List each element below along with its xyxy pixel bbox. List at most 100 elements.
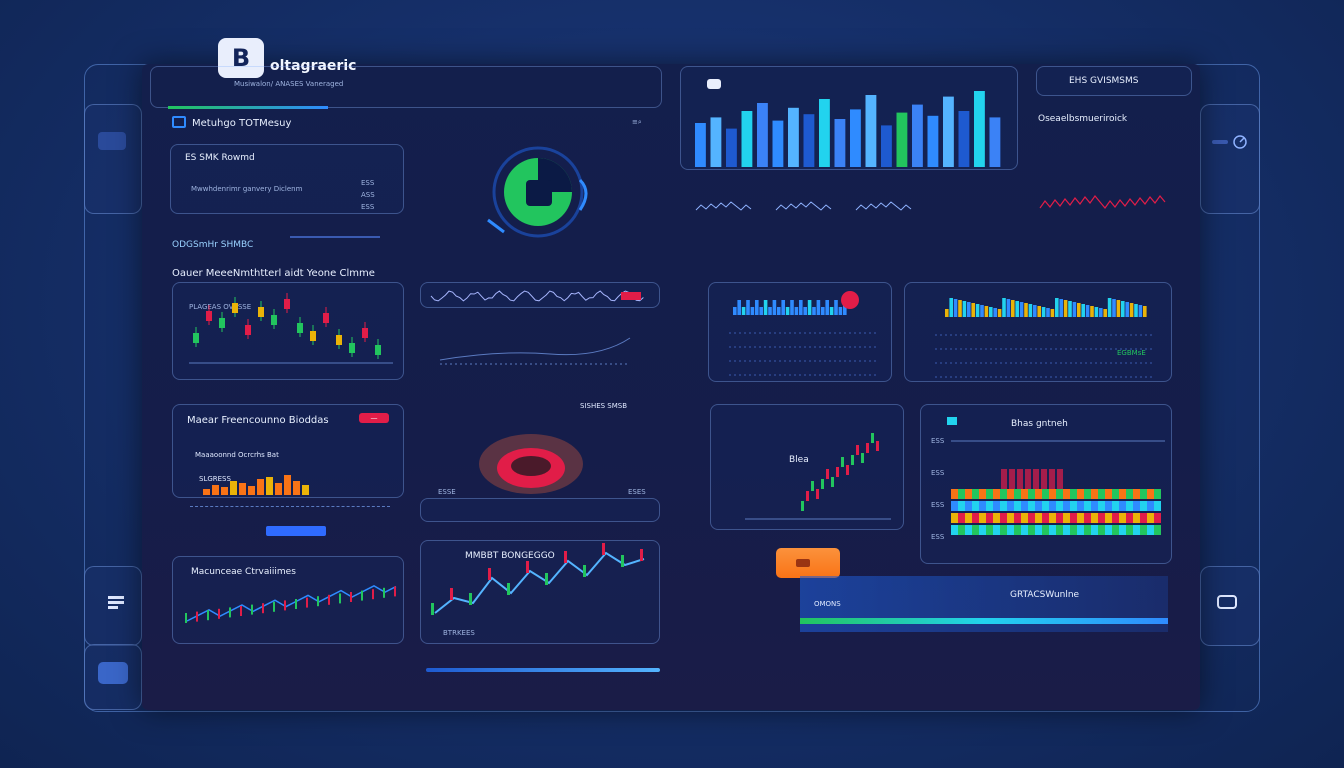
bar-16 bbox=[943, 96, 954, 167]
rp4-cell-3-2 bbox=[965, 525, 972, 535]
rp4-cell-3-11 bbox=[1028, 525, 1035, 535]
rp3-candle-0 bbox=[801, 501, 804, 511]
rp2-bar-41 bbox=[1125, 302, 1129, 317]
rp4-cell-3-14 bbox=[1049, 525, 1056, 535]
header-menu-icon[interactable]: ≡⌕ bbox=[632, 118, 642, 126]
bottom-band-line bbox=[800, 618, 1168, 624]
rp4-cell-0-15 bbox=[1056, 489, 1063, 499]
card2-bar-2 bbox=[221, 487, 228, 495]
rp2-bar-25 bbox=[1055, 298, 1059, 317]
rp4-cell-3-28 bbox=[1147, 525, 1154, 535]
rp1-bar-19 bbox=[816, 300, 821, 315]
point-10 bbox=[621, 555, 624, 567]
rp4-cell-0-13 bbox=[1042, 489, 1049, 499]
card2-subtitle: Maaaoonnd Ocrcrhs Bat bbox=[195, 451, 279, 459]
rp4-cell-1-1 bbox=[958, 501, 965, 511]
card3-tick-3 bbox=[218, 608, 220, 619]
rp4-cell-1-18 bbox=[1077, 501, 1084, 511]
rp4-cell-1-9 bbox=[1014, 501, 1021, 511]
orange-button[interactable] bbox=[776, 548, 840, 578]
candle-11 bbox=[336, 335, 342, 345]
card2-bar-11 bbox=[302, 485, 309, 495]
card3-tick-5 bbox=[240, 606, 242, 616]
rp4-cell-1-16 bbox=[1063, 501, 1070, 511]
panel3-title: Bhas gntneh bbox=[1011, 419, 1068, 429]
gauge-icon[interactable] bbox=[1212, 134, 1248, 150]
rp1-bar-2 bbox=[741, 307, 746, 315]
rp4-cell-2-24 bbox=[1119, 513, 1126, 523]
card2-bar-4 bbox=[239, 483, 246, 495]
card1-title: ES SMK Rowmd bbox=[185, 153, 255, 163]
rp4-cell-0-26 bbox=[1133, 489, 1140, 499]
card3-tick-9 bbox=[284, 600, 286, 611]
bar-4 bbox=[757, 103, 768, 167]
header-bar bbox=[150, 66, 662, 108]
center-curve bbox=[439, 330, 631, 366]
rp4-cell-1-0 bbox=[951, 501, 958, 511]
rp1-bar-13 bbox=[790, 300, 794, 315]
keyboard-icon[interactable] bbox=[98, 662, 128, 684]
app-subtitle: Musiwalon/ ANASES Vaneraged bbox=[234, 80, 344, 88]
rp2-bar-39 bbox=[1116, 300, 1121, 317]
rp2-bar-38 bbox=[1112, 299, 1116, 317]
rp4-cell-0-8 bbox=[1007, 489, 1014, 499]
right-panel-1 bbox=[708, 282, 892, 382]
rp4-spike-0 bbox=[1001, 469, 1007, 489]
rp4-cell-0-25 bbox=[1126, 489, 1133, 499]
rp4-cell-3-29 bbox=[1154, 525, 1161, 535]
card2-badge[interactable]: — bbox=[359, 413, 389, 423]
app-logo[interactable]: B bbox=[218, 38, 264, 78]
donut-gauge[interactable] bbox=[468, 140, 618, 244]
rp3-candle-13 bbox=[866, 443, 869, 453]
rp4-cell-3-7 bbox=[1000, 525, 1007, 535]
waveform-bar[interactable] bbox=[420, 282, 660, 308]
menu-icon[interactable] bbox=[106, 594, 126, 610]
rp4-cell-0-22 bbox=[1105, 489, 1112, 499]
divider-1 bbox=[190, 506, 390, 510]
rp4-cell-1-3 bbox=[972, 501, 979, 511]
center-small-2: ESES bbox=[628, 488, 646, 496]
candle-0 bbox=[193, 333, 199, 343]
panel4-tick-3: ESS bbox=[931, 501, 945, 509]
rp4-cell-2-3 bbox=[972, 513, 979, 523]
rp4-cell-2-23 bbox=[1112, 513, 1119, 523]
center-line-chart bbox=[431, 543, 645, 615]
rp3-candle-6 bbox=[831, 477, 834, 487]
rp1-bar-23 bbox=[834, 300, 838, 315]
rp1-bar-22 bbox=[829, 307, 834, 315]
monitor-icon[interactable] bbox=[98, 132, 126, 150]
rp4-cell-1-6 bbox=[993, 501, 1000, 511]
rp4-cell-1-7 bbox=[1000, 501, 1007, 511]
point-5 bbox=[526, 561, 529, 573]
rp4-spike-6 bbox=[1049, 469, 1055, 489]
rp4-cell-1-17 bbox=[1070, 501, 1077, 511]
rp4-cell-1-13 bbox=[1042, 501, 1049, 511]
card3-line-chart bbox=[185, 584, 397, 623]
point-1 bbox=[450, 588, 453, 600]
rp2-bar-3 bbox=[958, 300, 962, 317]
rp4-cell-2-7 bbox=[1000, 513, 1007, 523]
rp4-cell-3-24 bbox=[1119, 525, 1126, 535]
rp4-cell-3-26 bbox=[1133, 525, 1140, 535]
point-8 bbox=[583, 565, 586, 577]
rp1-bar-1 bbox=[737, 300, 741, 315]
rp4-cell-1-20 bbox=[1091, 501, 1098, 511]
rp4-cell-0-11 bbox=[1028, 489, 1035, 499]
rp3-candle-9 bbox=[846, 465, 849, 475]
rp4-cell-2-1 bbox=[958, 513, 965, 523]
card1-tick-1: ESS bbox=[361, 179, 375, 187]
rp4-cell-1-25 bbox=[1126, 501, 1133, 511]
rp4-cell-3-19 bbox=[1084, 525, 1091, 535]
red-button-device[interactable] bbox=[476, 430, 586, 498]
rp4-cell-2-29 bbox=[1154, 513, 1161, 523]
center-chart-card: MMBBT BONGEGGO BTRKEES bbox=[420, 540, 660, 644]
rp4-cell-0-5 bbox=[986, 489, 993, 499]
alert-dot-icon[interactable] bbox=[841, 291, 859, 309]
candle-12 bbox=[349, 343, 355, 353]
section-title: Metuhgo TOTMesuy bbox=[192, 118, 292, 129]
chat-icon[interactable] bbox=[1216, 594, 1238, 610]
bar-18 bbox=[974, 91, 985, 167]
rp4-cell-2-22 bbox=[1105, 513, 1112, 523]
rp3-candle-15 bbox=[876, 441, 879, 451]
rp4-cell-3-27 bbox=[1140, 525, 1147, 535]
